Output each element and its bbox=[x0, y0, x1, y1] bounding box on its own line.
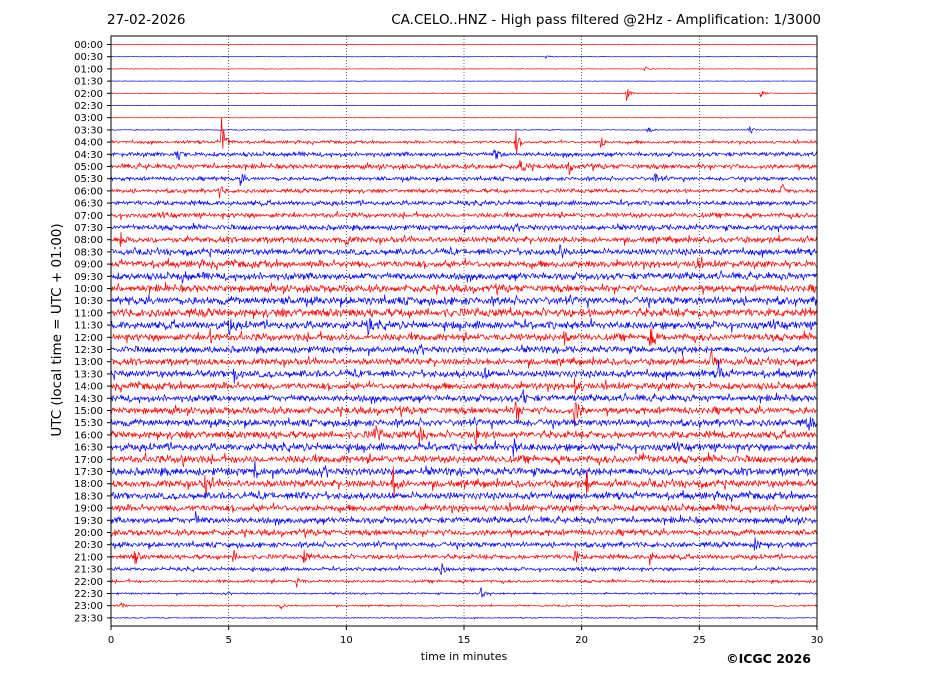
y-tick-label: 04:30 bbox=[74, 150, 103, 161]
y-tick-label: 02:30 bbox=[74, 101, 103, 112]
y-tick-label: 12:00 bbox=[74, 333, 103, 344]
y-tick-label: 03:00 bbox=[74, 113, 103, 124]
y-tick-label: 09:30 bbox=[74, 272, 103, 283]
trace-row-0200 bbox=[110, 89, 818, 101]
trace-row-0630 bbox=[110, 198, 818, 208]
trace-row-1130 bbox=[110, 317, 818, 336]
y-tick-label: 18:00 bbox=[74, 479, 103, 490]
trace-row-1830 bbox=[110, 489, 818, 503]
plot-title: CA.CELO..HNZ - High pass filtered @2Hz -… bbox=[391, 12, 821, 28]
y-tick-label: 05:30 bbox=[74, 174, 103, 185]
x-tick-label: 0 bbox=[108, 635, 114, 646]
y-tick-label: 07:30 bbox=[74, 223, 103, 234]
y-tick-label: 16:30 bbox=[74, 443, 103, 454]
y-tick-label: 14:00 bbox=[74, 382, 103, 393]
trace-row-0530 bbox=[110, 172, 818, 186]
y-tick-label: 13:30 bbox=[74, 369, 103, 380]
y-tick-label: 14:30 bbox=[74, 394, 103, 405]
x-tick-label: 30 bbox=[811, 635, 824, 646]
trace-row-1000 bbox=[110, 282, 818, 296]
y-tick-label: 20:00 bbox=[74, 528, 103, 539]
trace-row-1900 bbox=[110, 501, 818, 514]
y-tick-label: 00:00 bbox=[74, 40, 103, 51]
y-tick-label: 22:30 bbox=[74, 589, 103, 600]
y-tick-label: 13:00 bbox=[74, 357, 103, 368]
y-tick-label: 12:30 bbox=[74, 345, 103, 356]
trace-row-1400 bbox=[110, 377, 818, 395]
y-tick-label: 00:30 bbox=[74, 52, 103, 63]
trace-row-2000 bbox=[110, 527, 818, 539]
y-axis-label: UTC (local time = UTC + 01:00) bbox=[49, 223, 65, 437]
trace-row-1700 bbox=[110, 452, 818, 468]
y-tick-label: 01:30 bbox=[74, 77, 103, 88]
y-tick-label: 10:30 bbox=[74, 296, 103, 307]
y-tick-label: 09:00 bbox=[74, 260, 103, 271]
x-tick-label: 20 bbox=[575, 635, 588, 646]
trace-row-1730 bbox=[110, 460, 818, 480]
x-tick-label: 15 bbox=[458, 635, 471, 646]
trace-row-0700 bbox=[110, 210, 818, 221]
x-tick-label: 5 bbox=[225, 635, 231, 646]
trace-row-0430 bbox=[110, 149, 818, 161]
trace-row-0730 bbox=[110, 222, 818, 233]
x-axis-ticks: 0 5 10 15 20 25 30 bbox=[108, 626, 824, 646]
trace-row-1300 bbox=[110, 350, 818, 369]
y-tick-label: 18:30 bbox=[74, 491, 103, 502]
y-tick-label: 21:00 bbox=[74, 552, 103, 563]
y-tick-label: 19:00 bbox=[74, 504, 103, 515]
y-tick-label: 03:30 bbox=[74, 125, 103, 136]
y-tick-label: 10:00 bbox=[74, 284, 103, 295]
y-tick-label: 06:30 bbox=[74, 199, 103, 210]
y-tick-label: 15:30 bbox=[74, 418, 103, 429]
trace-row-1100 bbox=[110, 306, 818, 320]
trace-row-0030 bbox=[110, 55, 818, 60]
y-tick-label: 16:00 bbox=[74, 430, 103, 441]
y-tick-label: 22:00 bbox=[74, 577, 103, 588]
y-tick-label: 05:00 bbox=[74, 162, 103, 173]
y-tick-label: 02:00 bbox=[74, 89, 103, 100]
y-tick-label: 07:00 bbox=[74, 211, 103, 222]
trace-row-0600 bbox=[110, 183, 818, 199]
y-tick-label: 20:30 bbox=[74, 540, 103, 551]
trace-row-0930 bbox=[110, 269, 818, 284]
y-tick-label: 17:00 bbox=[74, 455, 103, 466]
vertical-grid bbox=[228, 36, 700, 626]
y-tick-label: 06:00 bbox=[74, 186, 103, 197]
y-tick-label: 04:00 bbox=[74, 138, 103, 149]
y-tick-label: 23:00 bbox=[74, 601, 103, 612]
trace-row-0000 bbox=[110, 43, 818, 46]
y-tick-label: 21:30 bbox=[74, 565, 103, 576]
trace-row-2230 bbox=[110, 587, 818, 598]
y-tick-label: 01:00 bbox=[74, 64, 103, 75]
x-tick-label: 10 bbox=[340, 635, 353, 646]
y-tick-label: 23:30 bbox=[74, 613, 103, 624]
trace-row-1630 bbox=[110, 438, 818, 457]
y-tick-label: 17:30 bbox=[74, 467, 103, 478]
y-tick-label: 08:00 bbox=[74, 235, 103, 246]
y-tick-label: 15:00 bbox=[74, 406, 103, 417]
y-tick-label: 11:00 bbox=[74, 308, 103, 319]
x-tick-label: 25 bbox=[693, 635, 706, 646]
trace-row-0500 bbox=[110, 159, 818, 175]
trace-row-1500 bbox=[110, 401, 818, 427]
y-tick-label: 19:30 bbox=[74, 516, 103, 527]
seismogram-traces bbox=[110, 43, 818, 620]
y-tick-label: 08:30 bbox=[74, 247, 103, 258]
y-tick-label: 11:30 bbox=[74, 321, 103, 332]
x-axis-label: time in minutes bbox=[420, 650, 508, 663]
copyright-label: ©ICGC 2026 bbox=[726, 651, 811, 666]
plot-date: 27-02-2026 bbox=[107, 12, 186, 28]
trace-row-2030 bbox=[110, 537, 818, 551]
